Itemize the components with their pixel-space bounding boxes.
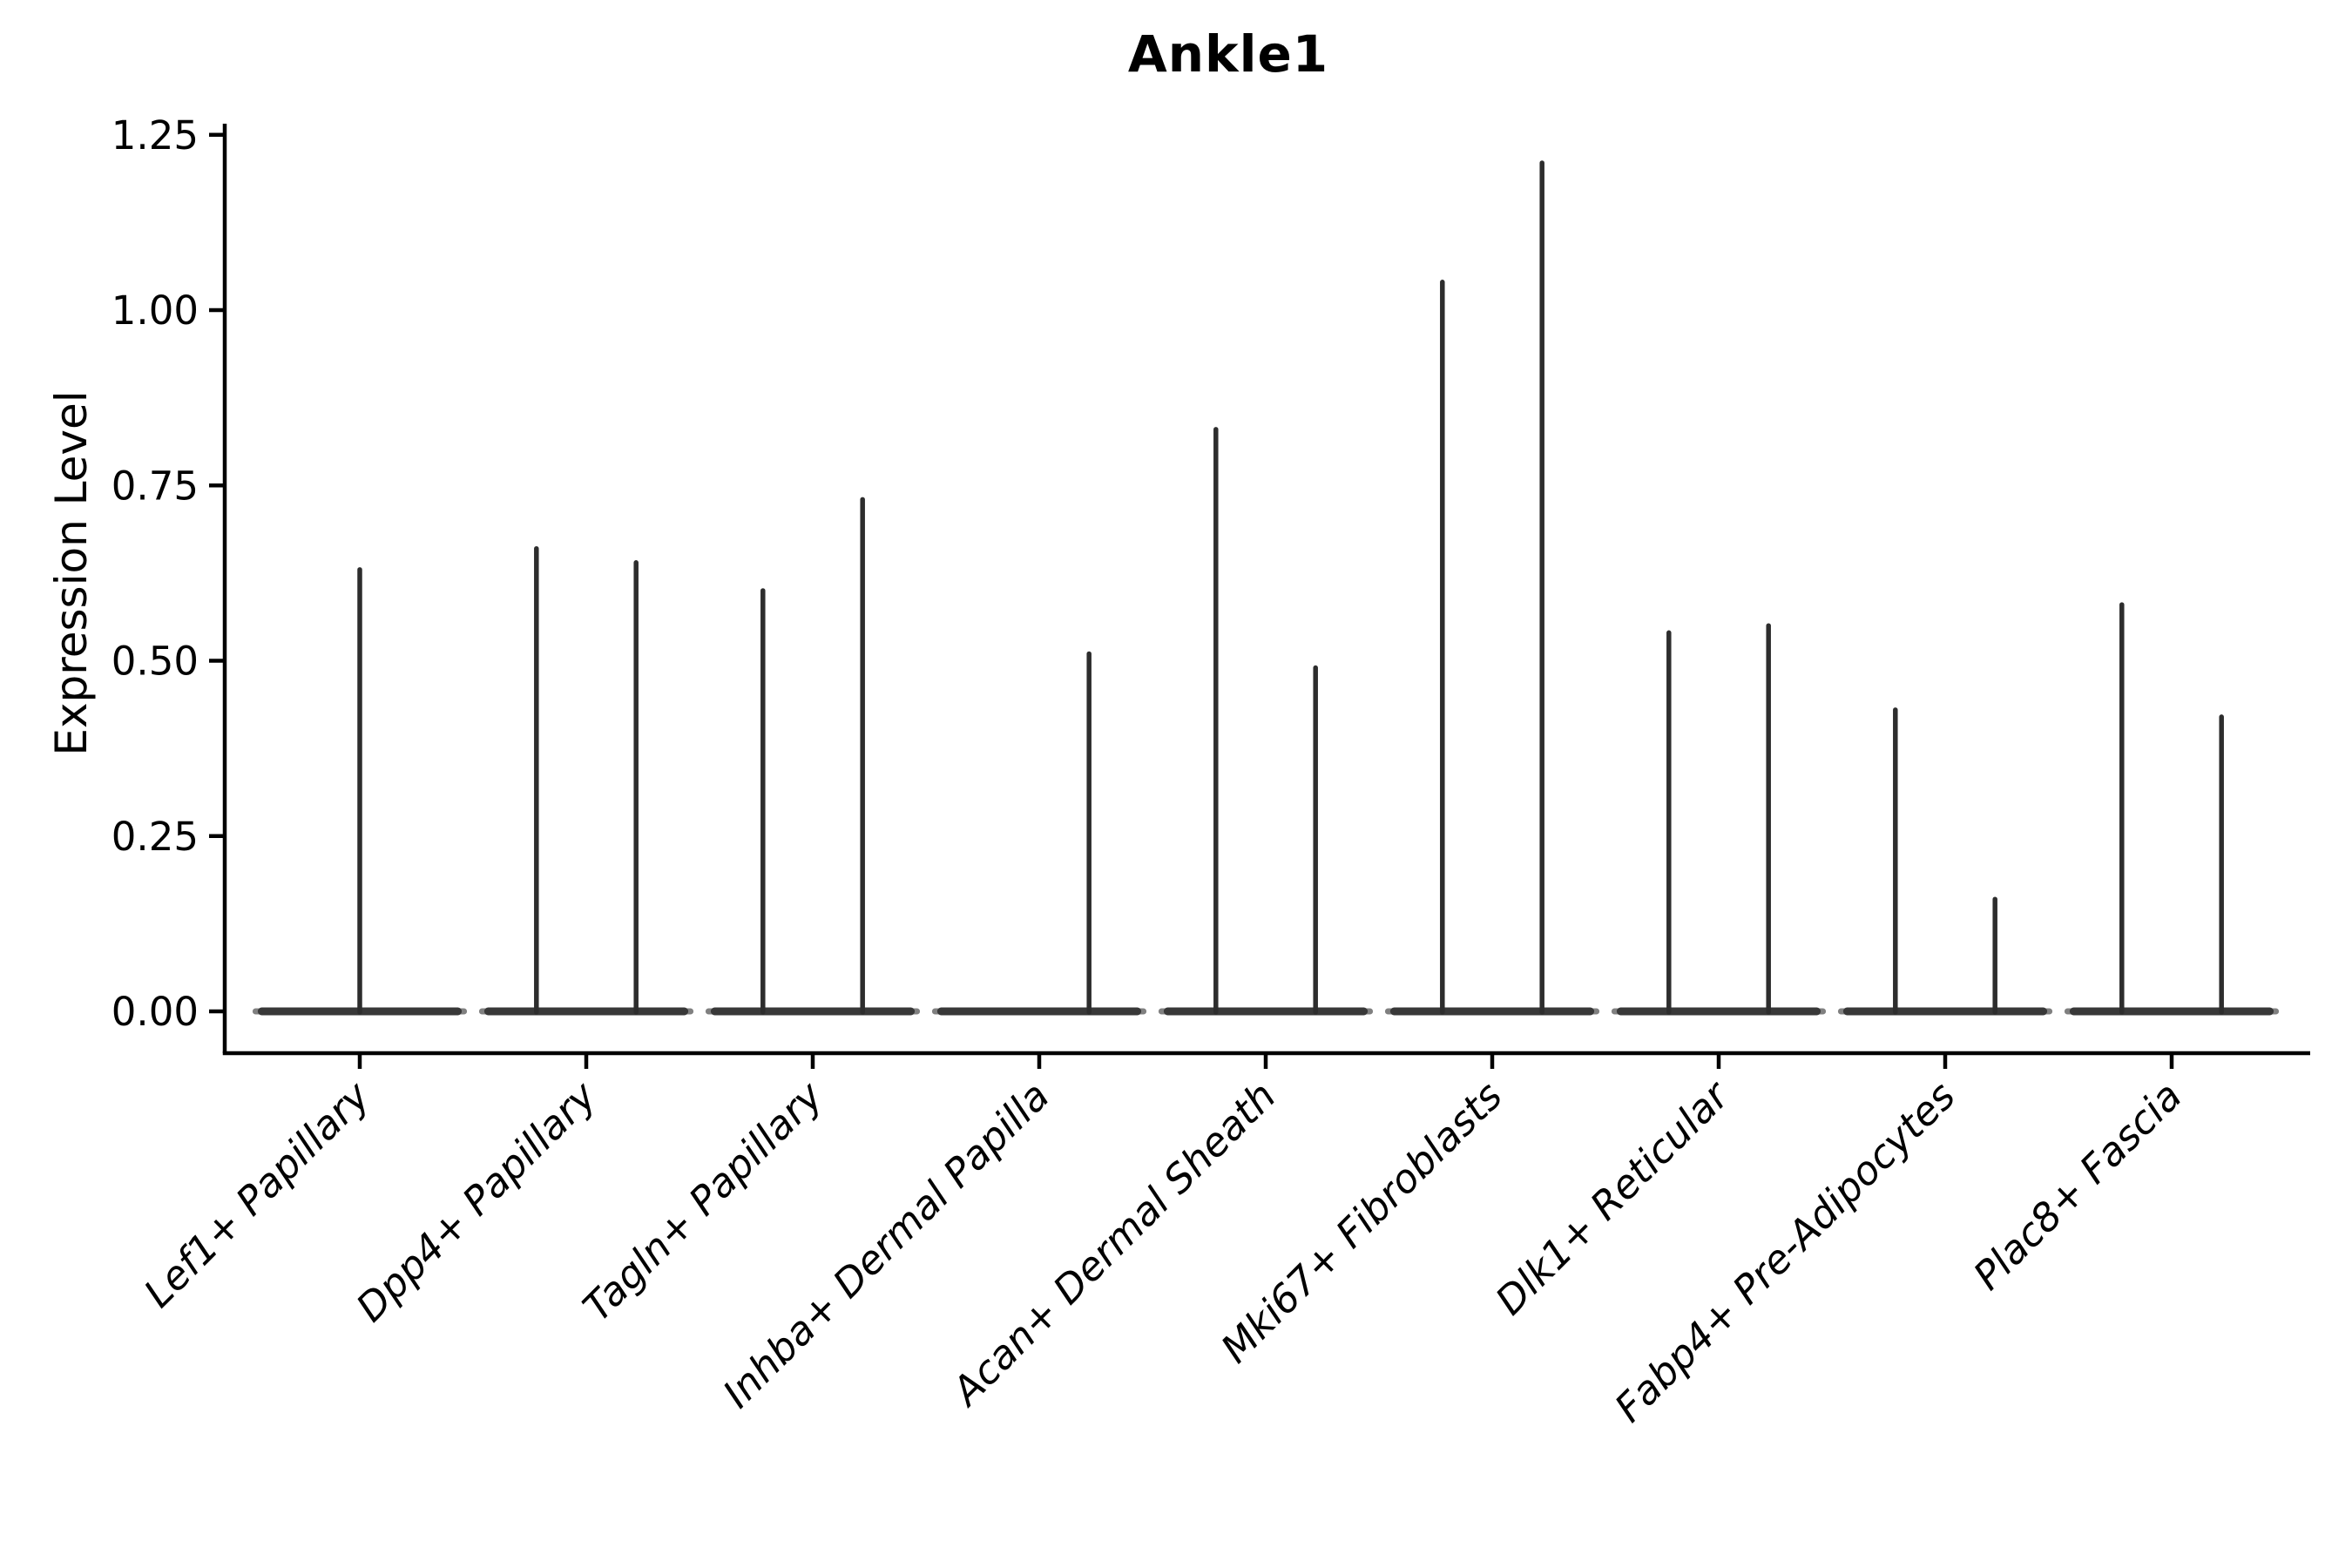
y-tick-label: 0.25	[112, 814, 199, 860]
x-tick-label: Tagln+ Papillary	[574, 1071, 833, 1330]
y-tick-label: 1.00	[112, 287, 199, 334]
y-tick-label: 0.50	[112, 639, 199, 685]
x-tick-label: Lef1+ Papillary	[135, 1071, 380, 1316]
x-tick-label: Plac8+ Fascia	[1964, 1072, 2191, 1299]
x-tick-label: Dlk1+ Reticular	[1486, 1071, 1739, 1324]
chart-title: Ankle1	[1127, 24, 1329, 84]
y-tick-label: 1.25	[112, 112, 199, 159]
y-tick-label: 0.00	[112, 989, 199, 1035]
x-tick-label: Dpp4+ Papillary	[348, 1071, 606, 1330]
y-tick-label: 0.75	[112, 463, 199, 509]
